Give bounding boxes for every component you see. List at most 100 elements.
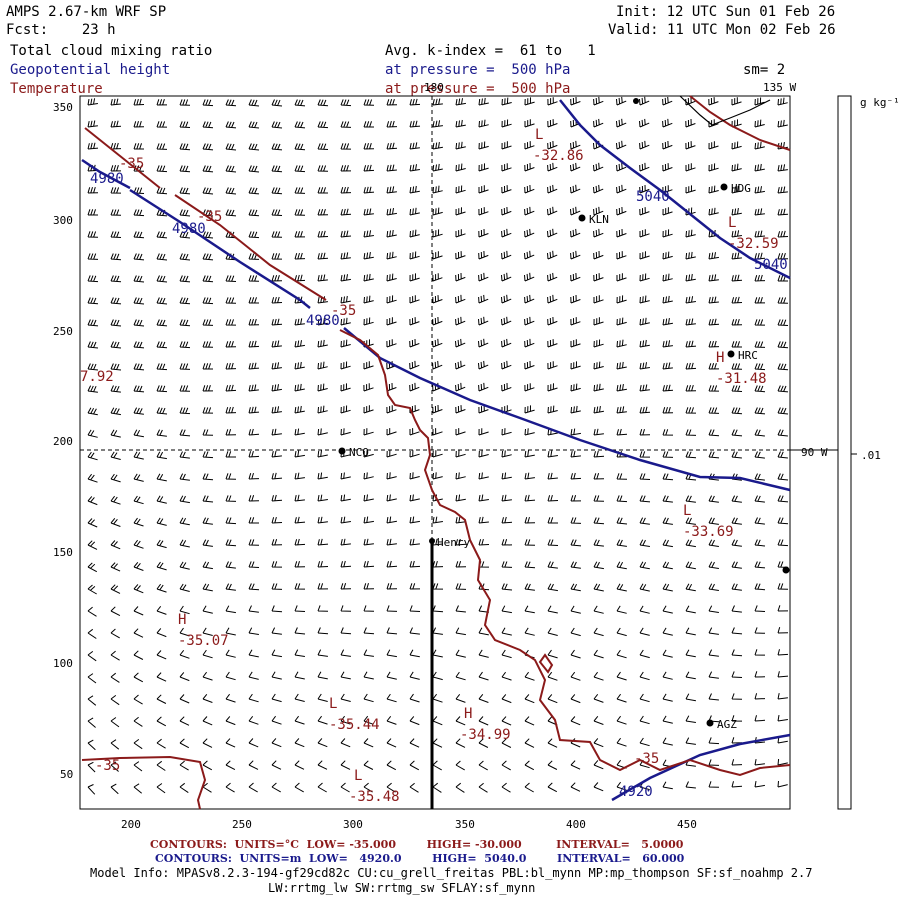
wind-barb	[455, 494, 466, 502]
wind-barb	[731, 539, 742, 547]
wind-barb	[110, 319, 122, 327]
wind-barb	[179, 143, 191, 151]
wind-barb	[271, 738, 282, 748]
wind-barb	[501, 671, 512, 681]
wind-barb	[179, 716, 190, 726]
wind-barb	[639, 429, 651, 436]
wind-barb	[432, 404, 443, 414]
wind-barb	[340, 760, 351, 770]
wind-barb	[317, 693, 328, 702]
temp-label-2: -35	[197, 209, 223, 225]
wind-barb	[777, 561, 789, 568]
wind-barb	[570, 716, 581, 726]
wind-barb	[386, 164, 397, 172]
wind-barb	[478, 382, 489, 392]
wind-barb	[156, 561, 167, 571]
wind-barb	[478, 119, 489, 128]
wind-barb	[662, 96, 673, 106]
wind-barb	[271, 494, 283, 502]
wind-barb	[593, 383, 604, 392]
wind-barb	[340, 738, 351, 748]
wind-barb	[248, 627, 259, 635]
wind-barb	[754, 561, 766, 569]
wind-barb	[110, 783, 119, 795]
wind-barb	[685, 671, 696, 680]
wind-barb	[570, 782, 581, 792]
wind-barb	[777, 473, 789, 481]
wind-barb	[777, 341, 789, 349]
wind-barb	[662, 627, 673, 636]
wind-barb	[133, 517, 144, 527]
edge-value-label: 7.92	[80, 369, 114, 385]
wind-barb	[133, 341, 145, 349]
wind-barb	[501, 360, 512, 370]
wind-barb	[133, 120, 145, 128]
wind-barb	[708, 97, 719, 106]
wind-barb	[593, 273, 604, 282]
wind-barb	[294, 494, 305, 502]
wind-barb	[524, 516, 536, 524]
wind-barb	[248, 693, 259, 703]
wind-barb	[409, 338, 420, 348]
wind-barb	[777, 583, 789, 590]
wind-barb	[662, 163, 673, 172]
wind-barb	[317, 208, 329, 216]
wind-barb	[777, 319, 789, 326]
wind-barb	[271, 384, 282, 392]
extremum-value-3: -31.48	[716, 371, 767, 387]
wind-barb	[662, 517, 673, 525]
wind-barb	[87, 628, 97, 639]
wind-barb	[455, 649, 466, 658]
wind-barb	[731, 385, 743, 392]
wind-barb	[409, 693, 420, 703]
wind-barb	[179, 165, 191, 173]
wind-barb	[708, 385, 720, 392]
temp-contour-a	[84, 127, 161, 189]
wind-barb	[777, 649, 789, 656]
wind-barb	[455, 671, 466, 681]
wind-barb	[524, 405, 535, 414]
wind-barb	[708, 517, 719, 525]
wind-barb	[455, 382, 466, 392]
wind-barb	[731, 781, 743, 788]
wind-barb	[271, 583, 283, 590]
wind-barb	[639, 561, 650, 570]
wind-barb	[455, 450, 466, 458]
wind-barb	[363, 671, 374, 680]
wind-barb	[409, 716, 420, 726]
wind-barb	[547, 671, 558, 681]
wind-barb	[478, 316, 489, 326]
wind-barb	[156, 517, 167, 526]
wind-barb	[501, 472, 512, 480]
wind-barb	[317, 318, 328, 326]
wind-barb	[524, 228, 535, 238]
wind-barb	[455, 272, 466, 282]
wind-barb	[754, 252, 766, 260]
wind-barb	[524, 272, 535, 282]
wind-barb	[248, 760, 259, 770]
wind-barb	[662, 362, 673, 370]
wind-barb	[133, 451, 144, 460]
wind-barb	[386, 715, 397, 725]
wind-barb	[133, 187, 145, 194]
wind-barb	[340, 671, 351, 680]
wind-barb	[501, 228, 512, 238]
wind-barb	[110, 606, 121, 617]
wind-barb	[110, 429, 121, 438]
wind-barb	[110, 363, 122, 371]
wind-barb	[731, 649, 743, 657]
wind-barb	[294, 99, 306, 107]
wind-barb	[731, 318, 743, 326]
wind-barb	[409, 760, 420, 771]
wind-barb	[87, 451, 98, 461]
wind-barb	[708, 229, 719, 238]
x-tick-450: 450	[677, 818, 697, 831]
wind-barb	[432, 382, 443, 392]
wind-barb	[478, 97, 489, 106]
extremum-value-2: -32.59	[728, 236, 779, 252]
wind-barb	[478, 228, 489, 238]
wind-barb	[501, 760, 511, 771]
wind-barb	[340, 165, 352, 172]
wind-barb	[340, 516, 351, 524]
wind-barb	[501, 649, 512, 659]
